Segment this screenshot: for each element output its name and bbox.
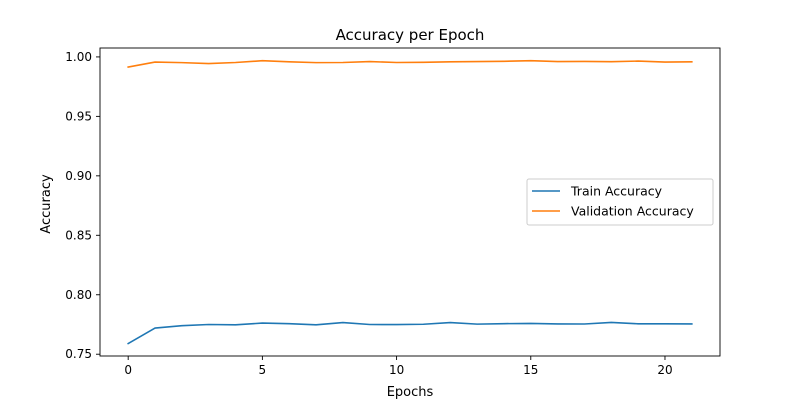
- y-tick-label: 0.85: [65, 228, 92, 242]
- x-tick-label: 5: [259, 363, 267, 377]
- x-axis-label: Epochs: [387, 385, 434, 400]
- x-tick-label: 10: [389, 363, 404, 377]
- x-tick-label: 20: [657, 363, 672, 377]
- y-tick-label: 1.00: [65, 50, 92, 64]
- chart-title: Accuracy per Epoch: [336, 26, 485, 44]
- legend: Train Accuracy Validation Accuracy: [526, 178, 714, 226]
- axes-frame: [99, 47, 721, 357]
- x-tick-label: 0: [124, 363, 132, 377]
- series-line-0: [127, 321, 693, 345]
- y-tick-label: 0.80: [65, 288, 92, 302]
- y-tick-label: 0.75: [65, 347, 92, 361]
- series-line-1: [127, 59, 693, 68]
- x-tick-label: 15: [523, 363, 538, 377]
- y-axis-label: Accuracy: [39, 174, 54, 234]
- legend-box: [526, 178, 714, 226]
- legend-label-1: Validation Accuracy: [571, 204, 694, 219]
- legend-label-0: Train Accuracy: [570, 184, 663, 199]
- y-tick-label: 0.90: [65, 169, 92, 183]
- y-tick-label: 0.95: [65, 109, 92, 123]
- plot-area: 0 5 10 15 20 0.75 0.80 0.85 0.90 0.95 1.00 Train Ac…: [65, 47, 721, 377]
